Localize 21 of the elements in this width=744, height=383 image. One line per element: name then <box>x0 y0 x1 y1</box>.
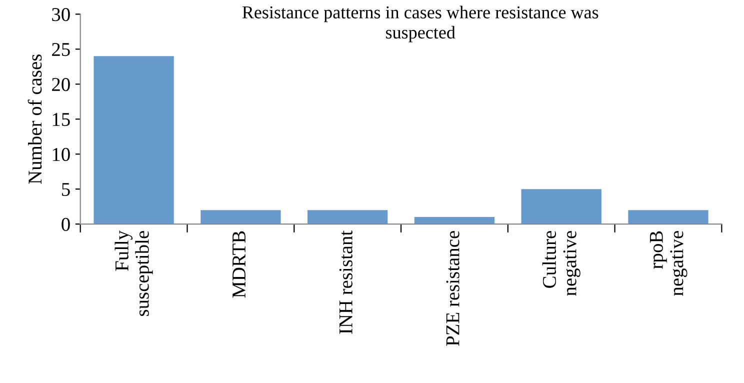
x-tick-label: Fully susceptible <box>114 230 153 316</box>
bar <box>307 210 388 224</box>
x-tick-label: rpoB negative <box>650 231 688 296</box>
y-tick-label: 30 <box>52 8 70 22</box>
y-tick-label: 5 <box>62 183 70 196</box>
bar <box>94 56 174 224</box>
y-tick-label: 10 <box>52 148 70 162</box>
chart-title: Resistance patterns in cases where resistance was suspected <box>242 6 598 42</box>
x-tick-label: PZE resistance <box>446 231 460 346</box>
bar <box>628 210 708 224</box>
y-tick-label: 25 <box>52 43 70 56</box>
x-tick-label: MDRTB <box>232 231 246 298</box>
y-axis-title: Number of cases <box>28 54 42 184</box>
y-tick-label: 15 <box>52 113 70 126</box>
x-tick-label: Culture negative <box>542 231 580 296</box>
bar <box>414 217 495 224</box>
bar <box>521 189 602 224</box>
x-tick-label: INH resistant <box>339 230 352 334</box>
bar <box>200 210 281 224</box>
y-tick-label: 0 <box>62 218 70 231</box>
y-tick-label: 20 <box>52 78 70 92</box>
